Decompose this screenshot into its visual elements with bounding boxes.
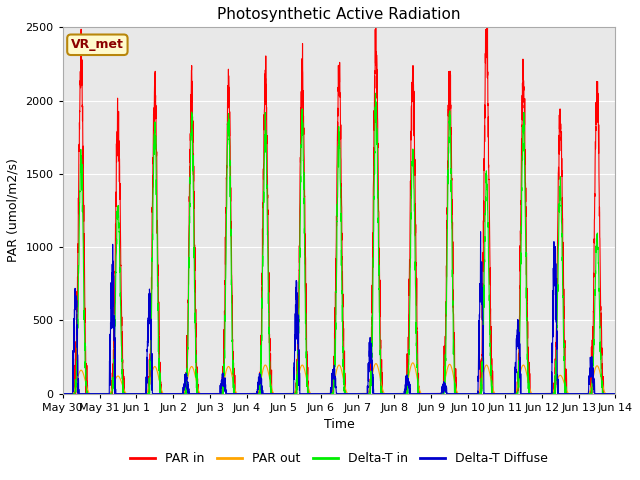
Title: Photosynthetic Active Radiation: Photosynthetic Active Radiation bbox=[218, 7, 461, 22]
Delta-T Diffuse bbox=[477, 229, 484, 235]
Delta-T in bbox=[433, 391, 440, 396]
PAR out bbox=[319, 391, 326, 396]
Legend: PAR in, PAR out, Delta-T in, Delta-T Diffuse: PAR in, PAR out, Delta-T in, Delta-T Dif… bbox=[125, 447, 553, 470]
Delta-T in bbox=[319, 391, 326, 396]
PAR in bbox=[158, 391, 166, 396]
PAR out bbox=[158, 388, 166, 394]
Line: Delta-T Diffuse: Delta-T Diffuse bbox=[63, 232, 616, 394]
PAR out bbox=[611, 391, 619, 396]
Delta-T in bbox=[463, 391, 471, 396]
Delta-T in bbox=[612, 391, 620, 396]
PAR out bbox=[463, 391, 471, 396]
X-axis label: Time: Time bbox=[324, 418, 355, 431]
Delta-T in bbox=[158, 391, 166, 396]
PAR out bbox=[495, 391, 502, 396]
PAR in bbox=[611, 391, 619, 396]
Text: VR_met: VR_met bbox=[71, 38, 124, 51]
Delta-T in bbox=[372, 90, 380, 96]
Delta-T Diffuse bbox=[158, 391, 166, 396]
Delta-T Diffuse bbox=[59, 391, 67, 396]
Delta-T Diffuse bbox=[612, 391, 620, 396]
PAR in bbox=[463, 391, 471, 396]
PAR in bbox=[612, 391, 620, 396]
PAR out bbox=[59, 391, 67, 396]
PAR out bbox=[409, 360, 417, 366]
PAR in bbox=[59, 391, 67, 396]
Delta-T Diffuse bbox=[495, 391, 502, 396]
Delta-T Diffuse bbox=[319, 391, 326, 396]
PAR out bbox=[433, 391, 440, 396]
PAR in bbox=[319, 391, 326, 396]
Line: PAR in: PAR in bbox=[63, 20, 616, 394]
Delta-T in bbox=[611, 391, 619, 396]
Line: Delta-T in: Delta-T in bbox=[63, 93, 616, 394]
PAR in bbox=[495, 391, 502, 396]
Delta-T in bbox=[495, 391, 502, 396]
PAR in bbox=[372, 17, 380, 23]
Delta-T in bbox=[59, 391, 67, 396]
Delta-T Diffuse bbox=[611, 391, 619, 396]
Y-axis label: PAR (umol/m2/s): PAR (umol/m2/s) bbox=[7, 158, 20, 263]
Delta-T Diffuse bbox=[463, 391, 471, 396]
PAR in bbox=[433, 391, 440, 396]
Line: PAR out: PAR out bbox=[63, 363, 616, 394]
PAR out bbox=[612, 391, 620, 396]
Delta-T Diffuse bbox=[433, 391, 440, 396]
